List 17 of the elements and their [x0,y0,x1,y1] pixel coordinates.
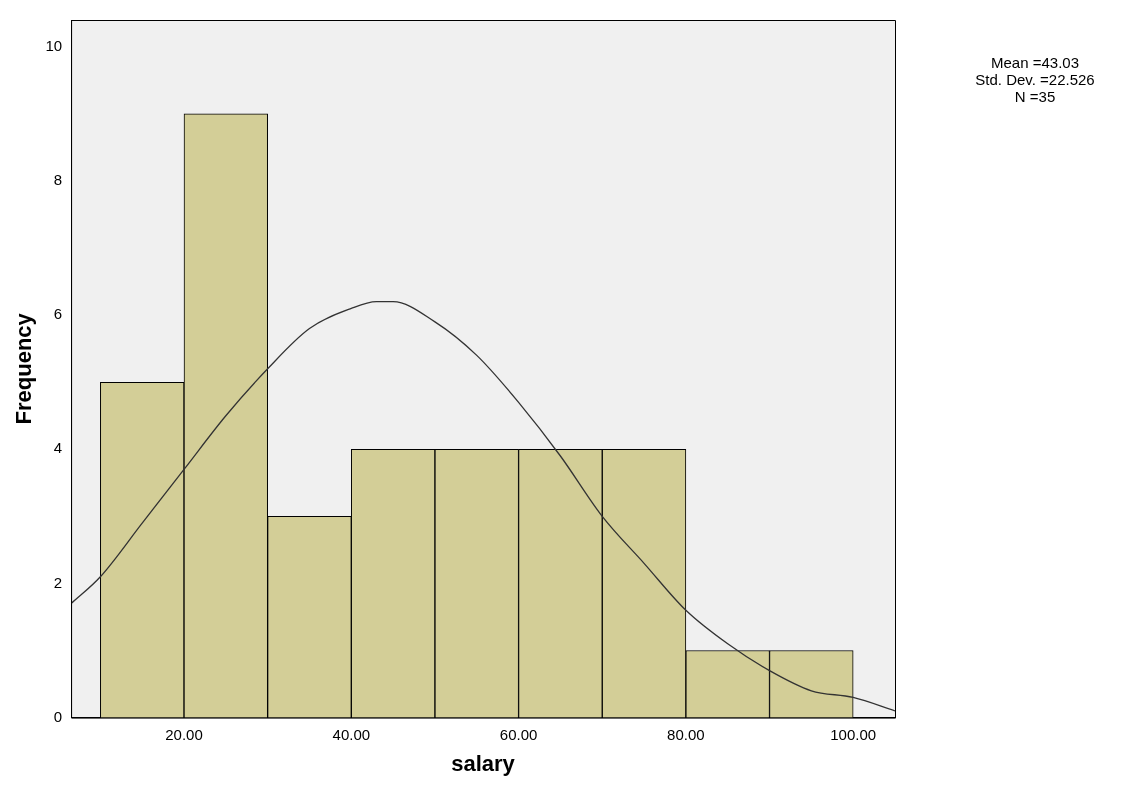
y-tick-label: 8 [53,171,63,189]
x-tick-label: 20.00 [165,725,203,743]
y-tick-label: 10 [45,36,63,54]
x-tick-label: 60.00 [499,725,538,743]
x-tick-label: 100.00 [830,725,877,743]
y-tick-label: 0 [53,707,63,725]
text: Std. Dev. =22.526 [975,71,1095,88]
y-tick-label: 4 [53,439,63,457]
x-tick-label: 80.00 [667,725,705,743]
line-series [71,301,895,712]
x-axis-title: salary [451,750,516,776]
text: Mean =43.03 [991,54,1079,71]
y-tick-label: 6 [53,305,63,323]
y-tick-label: 2 [53,573,63,591]
y-axis-title: Frequency [11,312,37,425]
text: N =35 [1014,88,1056,105]
x-tick-label: 40.00 [332,725,371,743]
